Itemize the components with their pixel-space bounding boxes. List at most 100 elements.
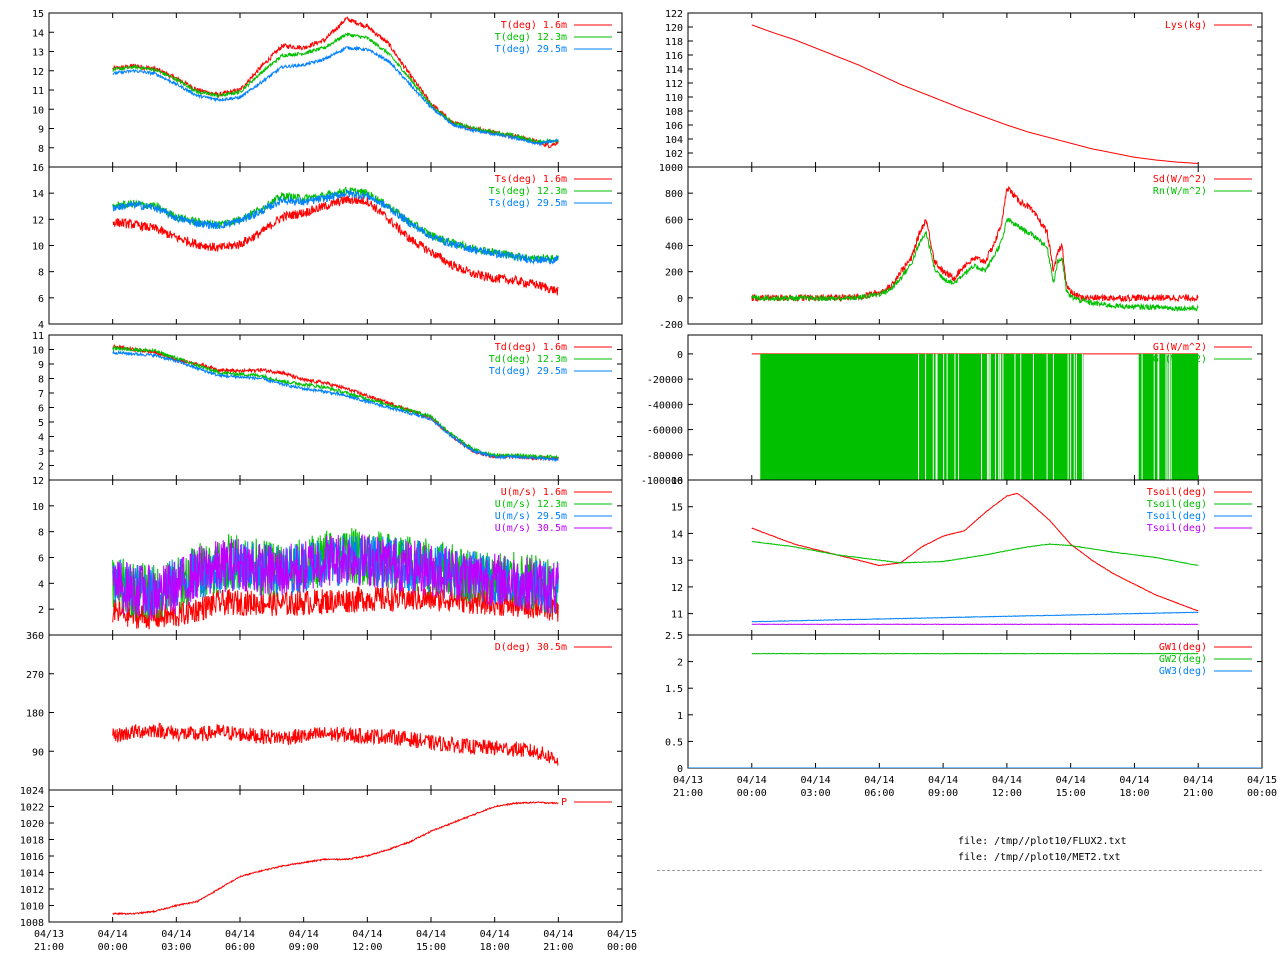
legend-label: Ts(deg) 1.6m (495, 174, 567, 185)
series-line-Ts-2 (112, 189, 559, 266)
ytick-label: 1 (677, 711, 683, 722)
xtick-label-date: 04/14 (737, 775, 767, 786)
ytick-label: 1022 (20, 803, 44, 814)
ytick-label: 15 (32, 9, 44, 20)
ytick-label: 2 (38, 605, 44, 616)
ytick-label: 112 (665, 79, 683, 90)
ytick-label: 400 (665, 242, 683, 253)
legend-label: U(m/s) 12.3m (495, 499, 567, 510)
series-line-Ts-0 (112, 194, 559, 296)
xtick-label-time: 00:00 (607, 942, 637, 953)
xtick-label-date: 04/14 (416, 929, 446, 940)
xtick-label-date: 04/14 (225, 929, 255, 940)
legend-label: G1(W/m^2) (1153, 342, 1207, 353)
plot-frame-P (48, 789, 623, 923)
ytick-label: 1008 (20, 918, 44, 929)
ytick-label: 600 (665, 215, 683, 226)
series-line-D-0 (112, 722, 559, 767)
ytick-label: 0 (677, 350, 683, 361)
ytick-label: 1.5 (665, 684, 683, 695)
series-line-Rad-1 (751, 217, 1199, 312)
ytick-label: 12 (32, 476, 44, 487)
xtick-label-date: 04/15 (607, 929, 637, 940)
xtick-label-time: 09:00 (289, 942, 319, 953)
xtick-label-time: 00:00 (98, 942, 128, 953)
ytick-label: 104 (665, 135, 683, 146)
xtick-label-date: 04/14 (161, 929, 191, 940)
ytick-label: -200 (659, 320, 683, 331)
legend-label: Tsoil(deg) (1147, 487, 1207, 498)
ytick-label: 12 (32, 215, 44, 226)
xtick-label-time: 12:00 (352, 942, 382, 953)
ytick-label: -40000 (647, 400, 683, 411)
xtick-label-date: 04/14 (289, 929, 319, 940)
ytick-label: 10 (32, 502, 44, 513)
legend-label: U(m/s) 30.5m (495, 523, 567, 534)
ytick-label: 6 (38, 294, 44, 305)
ytick-label: 8 (38, 375, 44, 386)
xtick-label-date: 04/14 (1056, 775, 1086, 786)
ytick-label: 7 (38, 389, 44, 400)
ytick-label: 120 (665, 23, 683, 34)
series-line-T-2 (112, 45, 559, 147)
xtick-label-time: 03:00 (801, 788, 831, 799)
ytick-label: 14 (32, 28, 44, 39)
xtick-label-time: 21:00 (34, 942, 64, 953)
legend-label: G2(W/m^2) (1153, 354, 1207, 365)
ytick-label: 800 (665, 189, 683, 200)
xtick-label-time: 15:00 (1056, 788, 1086, 799)
ytick-label: 360 (26, 631, 44, 642)
series-G-g2-band (760, 353, 1084, 480)
ytick-label: 11 (671, 610, 683, 621)
xtick-label-time: 00:00 (1247, 788, 1277, 799)
legend-label: Sd(W/m^2) (1153, 174, 1207, 185)
series-line-Rad-0 (751, 185, 1199, 303)
legend-label: Td(deg) 29.5m (489, 366, 567, 377)
xtick-label-date: 04/13 (673, 775, 703, 786)
ytick-label: 270 (26, 670, 44, 681)
ytick-label: 11 (32, 86, 44, 97)
legend-label: GW2(deg) (1159, 654, 1207, 665)
xtick-label-date: 04/14 (352, 929, 382, 940)
series-line-Tsoil-2 (751, 611, 1199, 623)
ytick-label: 1018 (20, 836, 44, 847)
ytick-label: 1024 (20, 786, 44, 797)
file-name: file: /tmp//plot10/MET2.txt (958, 852, 1121, 863)
xtick-label-time: 18:00 (480, 942, 510, 953)
ytick-label: 13 (32, 48, 44, 59)
xtick-label-time: 21:00 (673, 788, 703, 799)
ytick-label: 180 (26, 709, 44, 720)
ytick-label: 14 (32, 189, 44, 200)
ytick-label: 90 (32, 747, 44, 758)
ytick-label: 12 (671, 583, 683, 594)
xtick-label-date: 04/14 (992, 775, 1022, 786)
ytick-label: 9 (38, 360, 44, 371)
xtick-label-time: 12:00 (992, 788, 1022, 799)
file-list: file: /tmp//plot10/FLUX2.txt file: /tmp//… (958, 834, 1127, 866)
ytick-label: 3 (38, 447, 44, 458)
ytick-label: 0 (677, 764, 683, 775)
series-line-U-3 (112, 534, 559, 620)
legend-label: T(deg) 12.3m (495, 32, 567, 43)
ytick-label: 1010 (20, 902, 44, 913)
ytick-label: 2 (38, 462, 44, 473)
series-line-T-1 (112, 32, 559, 145)
xtick-label-time: 21:00 (543, 942, 573, 953)
ytick-label: 10 (32, 242, 44, 253)
legend-label: GW3(deg) (1159, 666, 1207, 677)
series-line-Tsoil-1 (751, 540, 1199, 566)
ytick-label: 4 (38, 320, 44, 331)
legend-label: U(m/s) 1.6m (501, 487, 567, 498)
ytick-label: 2 (677, 658, 683, 669)
legend-label: Tsoil(deg) (1147, 499, 1207, 510)
xtick-label-date: 04/15 (1247, 775, 1277, 786)
ytick-label: 4 (38, 579, 44, 590)
xtick-label-time: 21:00 (1183, 788, 1213, 799)
ytick-label: 8 (38, 528, 44, 539)
xtick-label-time: 03:00 (161, 942, 191, 953)
xtick-label-time: 15:00 (416, 942, 446, 953)
ytick-label: 200 (665, 268, 683, 279)
ytick-label: 108 (665, 107, 683, 118)
ytick-label: 110 (665, 93, 683, 104)
